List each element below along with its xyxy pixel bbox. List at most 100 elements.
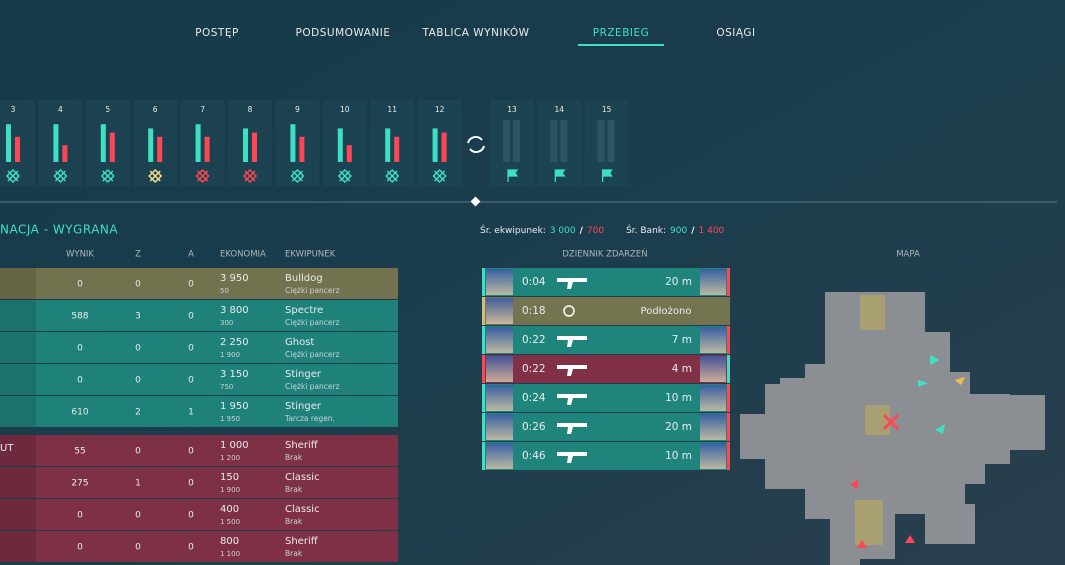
weapon-icon [557,452,587,463]
weapon: Spectre [285,305,323,316]
round-number: 14 [555,105,565,114]
event-accent [482,442,485,470]
weapon-icon [557,278,587,289]
nav-tab[interactable]: OSIĄGI [716,27,755,39]
round-icon [53,168,68,184]
ally-bar [337,128,343,162]
score: 610 [71,408,88,418]
round-icon [242,168,258,184]
round-icon [432,168,447,184]
portrait [700,443,726,469]
event-accent [727,384,730,412]
credits: 2 250 [220,337,249,348]
armor: Tarcza regen. [284,414,335,423]
player-row [0,396,398,427]
nav-tab[interactable]: POSTĘP [195,27,239,39]
column-header: EKWIPUNEK [285,250,336,260]
round-number: 8 [248,105,253,114]
round-card [370,100,415,186]
kills: 0 [135,344,141,354]
score: 0 [77,376,83,386]
weapon: Ghost [285,337,314,348]
round-icon [385,168,400,184]
round-card [417,100,462,186]
spent: 1 200 [220,454,240,462]
round-number: 3 [11,105,16,114]
spike-icon [563,305,575,317]
portrait [486,298,513,324]
player-name: UT [0,443,14,454]
empty-bar [503,120,510,162]
empty-bar [597,120,605,162]
portrait [700,414,726,440]
score: 0 [77,543,83,553]
spent: 750 [220,383,233,391]
assists: 0 [188,312,194,322]
armor: Ciężki pancerz [285,318,340,327]
event-accent [727,442,730,470]
round-icon [5,168,21,184]
score: 0 [77,280,83,290]
credits: 800 [220,536,239,547]
event-accent [482,355,485,383]
player-row-name-area [0,531,36,562]
ally-bar [432,128,438,162]
event-distance: 20 m [665,276,692,288]
round-number: 13 [507,105,517,114]
event-accent [727,413,730,441]
player-row-name-area [0,435,36,466]
round-number: 5 [105,105,110,114]
event-distance: 20 m [665,421,692,433]
round-flag [554,169,566,182]
portrait [486,443,513,469]
event-row [482,442,730,470]
enemy-bar [157,136,163,162]
credits: 150 [220,472,239,483]
credits: 1 000 [220,440,249,451]
nav-tab[interactable]: PODSUMOWANIE [296,27,391,39]
spent: 1 500 [220,518,240,526]
round-card [133,100,178,186]
portrait [486,356,513,382]
armor: Brak [285,453,303,462]
weapon: Bulldog [285,273,323,284]
armor: Ciężki pancerz [285,286,340,295]
score: 588 [71,312,88,322]
enemy-bar [109,132,115,162]
ally-loadout: 3 000 [550,226,576,236]
ally-bar [6,124,11,162]
kills: 0 [135,280,141,290]
enemy-bar [346,145,352,162]
event-time: 0:18 [522,305,546,317]
ally-bar [148,128,154,162]
nav-tab[interactable]: TABLICA WYNIKÓW [422,26,530,39]
player-row [0,435,398,466]
map [740,292,1045,565]
kills: 0 [135,511,141,521]
weapon: Stinger [285,401,322,412]
round-card [38,100,83,186]
round-icon [148,168,163,184]
kills: 3 [135,312,141,322]
event-row [482,268,730,296]
kills: 0 [135,447,141,457]
armor: Brak [285,517,303,526]
weapon: Classic [285,472,320,483]
portrait [486,327,513,353]
round-number: 10 [340,105,350,114]
credits: 3 950 [220,273,249,284]
player-row-name-area [0,364,36,395]
score: 0 [77,511,83,521]
armor: Ciężki pancerz [285,382,340,391]
spent: 1 100 [220,550,240,558]
player-row [0,332,398,363]
round-icon [100,168,115,184]
enemy-bar [204,136,210,162]
weapon: Sheriff [285,440,319,451]
spent: 300 [220,319,233,327]
event-time: 0:24 [522,392,546,404]
nav-tab[interactable]: PRZEBIEG [593,27,650,39]
round-flag [507,169,519,182]
ally-bar [195,124,201,162]
bank-label: Śr. Bank: [626,224,666,236]
